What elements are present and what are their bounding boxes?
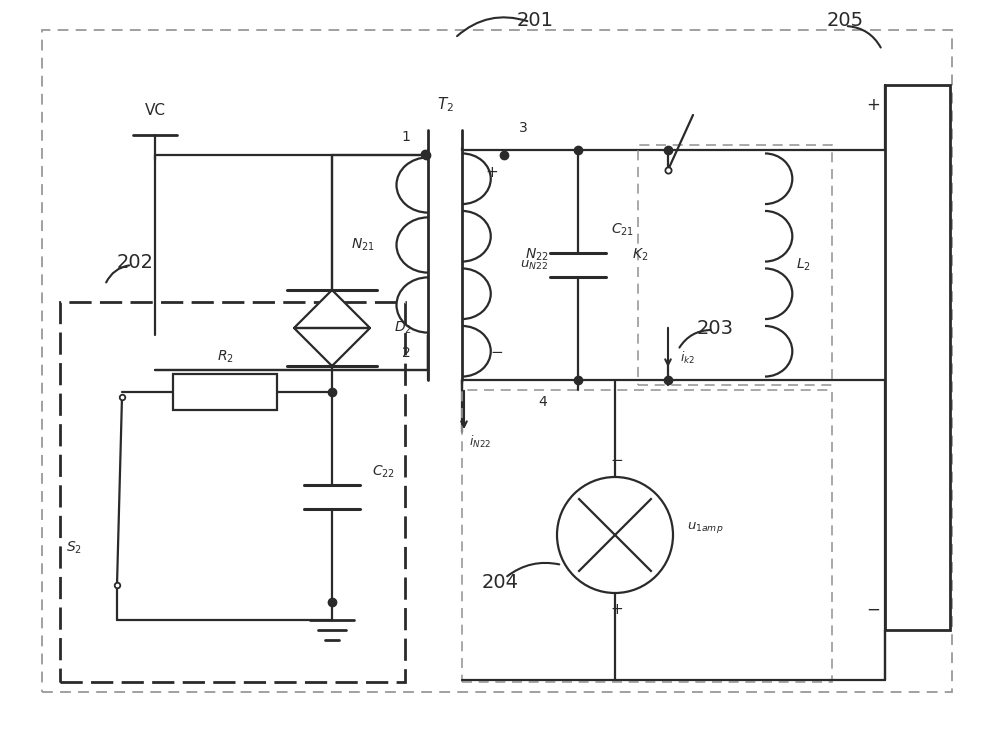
Text: 202: 202 [117, 252, 154, 272]
Text: $i_{k2}$: $i_{k2}$ [680, 350, 695, 366]
Text: 201: 201 [516, 10, 554, 30]
Text: $C_{22}$: $C_{22}$ [372, 464, 396, 480]
Text: $L_2$: $L_2$ [796, 257, 810, 273]
Text: 203: 203 [696, 318, 734, 337]
Bar [173, 374, 277, 410]
Text: $u_{N22}$: $u_{N22}$ [520, 258, 548, 272]
Text: $u_{1amp}$: $u_{1amp}$ [687, 519, 723, 534]
Text: 1: 1 [402, 130, 410, 144]
Text: $C_{21}$: $C_{21}$ [611, 222, 635, 238]
Text: 3: 3 [519, 121, 527, 135]
Text: $S_2$: $S_2$ [66, 539, 82, 556]
Text: $D_2$: $D_2$ [394, 320, 412, 336]
Text: −: − [866, 601, 880, 619]
Text: $N_{21}$: $N_{21}$ [351, 237, 375, 253]
Text: $N_{22}$: $N_{22}$ [525, 247, 549, 263]
Bar [885, 85, 950, 630]
Polygon shape [294, 328, 370, 366]
Text: +: + [486, 164, 498, 180]
Text: VC: VC [145, 103, 166, 118]
Text: $i_{N22}$: $i_{N22}$ [469, 434, 491, 450]
Text: 205: 205 [826, 10, 864, 30]
Text: 4: 4 [539, 395, 547, 409]
Text: 204: 204 [482, 573, 518, 591]
Text: $K_2$: $K_2$ [632, 247, 648, 263]
Text: $T_2$: $T_2$ [437, 95, 453, 115]
Polygon shape [294, 290, 370, 328]
Text: −: − [491, 345, 503, 360]
Text: +: + [611, 602, 623, 617]
Text: −: − [611, 452, 623, 468]
Text: 2: 2 [402, 346, 410, 360]
Text: $R_2$: $R_2$ [217, 349, 233, 366]
Text: +: + [866, 96, 880, 114]
